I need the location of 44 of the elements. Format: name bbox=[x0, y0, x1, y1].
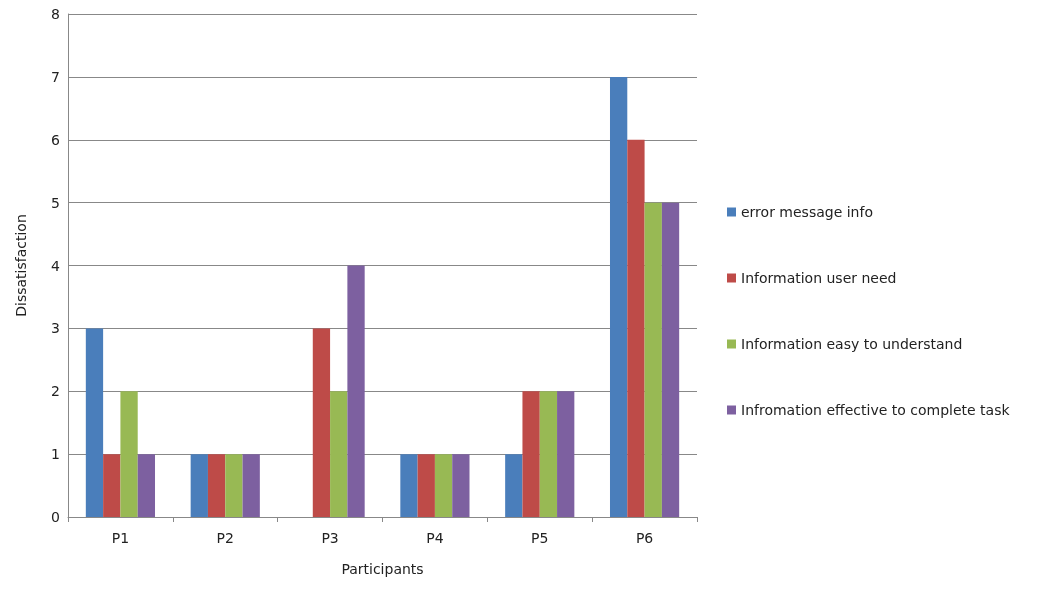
legend-label: Infromation effective to complete task bbox=[741, 402, 1011, 418]
y-tick-label: 4 bbox=[51, 257, 61, 274]
bar bbox=[627, 139, 645, 517]
bar bbox=[347, 265, 365, 517]
x-tick-label: P2 bbox=[216, 530, 234, 546]
bar bbox=[120, 391, 138, 517]
x-tick-label: P1 bbox=[111, 530, 130, 546]
bar bbox=[137, 454, 156, 517]
x-axis-title: Participants bbox=[341, 561, 424, 577]
bar bbox=[400, 454, 418, 517]
y-axis-title: Dissatisfaction bbox=[13, 214, 29, 317]
bar bbox=[312, 328, 331, 517]
bar bbox=[505, 454, 523, 517]
bar bbox=[417, 454, 435, 517]
x-tick-label: P6 bbox=[635, 530, 654, 546]
bar bbox=[190, 454, 208, 517]
legend-label: Information user need bbox=[741, 270, 897, 286]
y-tick-label: 0 bbox=[51, 509, 60, 525]
y-tick-label: 6 bbox=[51, 131, 61, 148]
x-tick-label: P5 bbox=[531, 530, 549, 546]
bar bbox=[207, 454, 226, 517]
bar bbox=[522, 391, 540, 517]
bar bbox=[644, 202, 662, 517]
legend-label: error message info bbox=[741, 204, 873, 220]
bar bbox=[103, 454, 121, 517]
bar bbox=[557, 391, 575, 517]
y-tick-label: 8 bbox=[51, 6, 60, 22]
bar bbox=[661, 202, 680, 517]
x-tick-label: P4 bbox=[426, 530, 444, 546]
y-tick-label: 1 bbox=[51, 446, 60, 463]
bar bbox=[85, 328, 104, 517]
bar bbox=[434, 454, 453, 517]
y-tick-label: 2 bbox=[51, 383, 60, 400]
y-tick-label: 5 bbox=[51, 194, 60, 211]
bar bbox=[452, 454, 470, 517]
bar bbox=[539, 391, 558, 517]
bar bbox=[242, 454, 260, 517]
y-tick-label: 7 bbox=[51, 68, 60, 85]
bar bbox=[330, 391, 348, 517]
bar bbox=[225, 454, 243, 517]
legend-label: Information easy to understand bbox=[741, 336, 963, 352]
bar bbox=[609, 76, 628, 517]
x-tick-label: P3 bbox=[321, 530, 339, 546]
y-tick-label: 3 bbox=[51, 320, 60, 337]
